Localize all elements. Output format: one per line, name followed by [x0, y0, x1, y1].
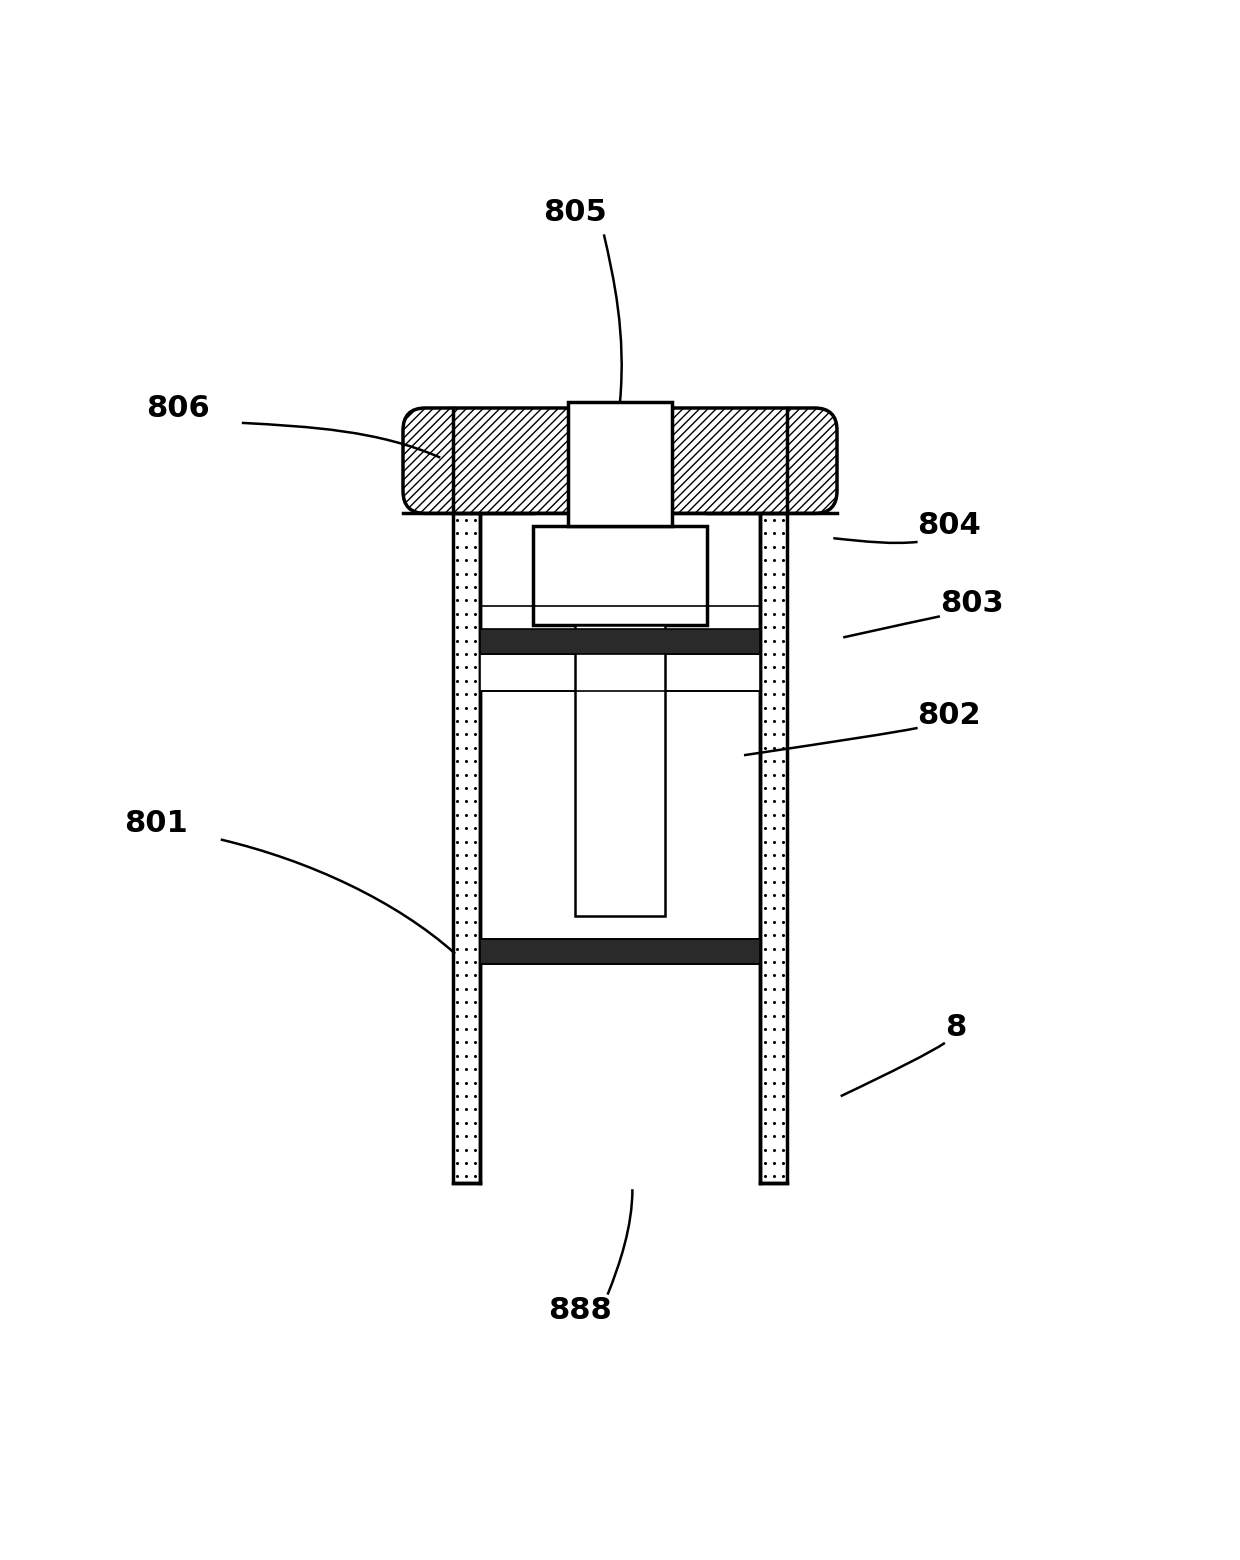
FancyBboxPatch shape — [403, 409, 837, 513]
Text: 803: 803 — [940, 590, 1003, 618]
Bar — [480, 939, 760, 964]
Bar — [568, 409, 672, 513]
Bar — [480, 654, 760, 691]
Bar — [575, 626, 665, 916]
Text: 801: 801 — [124, 810, 187, 838]
Bar — [760, 513, 787, 1182]
Text: 806: 806 — [146, 393, 210, 423]
Bar — [533, 526, 707, 626]
Text: 888: 888 — [548, 1296, 611, 1326]
Text: 804: 804 — [918, 512, 981, 540]
Text: 8: 8 — [945, 1014, 966, 1042]
Bar — [453, 513, 480, 1182]
Bar — [480, 629, 760, 654]
Bar — [568, 402, 672, 526]
Text: 802: 802 — [918, 700, 981, 730]
Text: 805: 805 — [543, 198, 606, 226]
